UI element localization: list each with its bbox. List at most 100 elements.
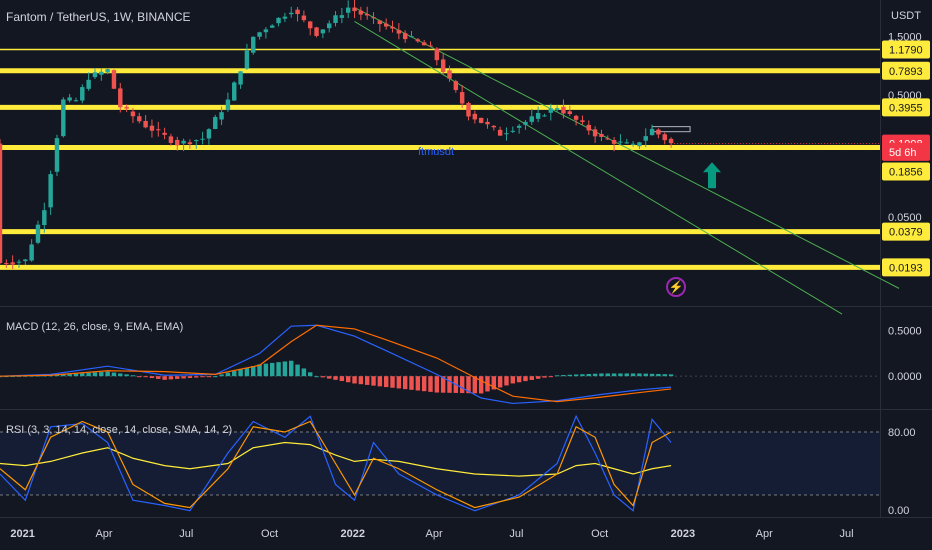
candle-body xyxy=(143,120,148,128)
candle-body xyxy=(611,140,617,144)
candle-body xyxy=(29,244,34,261)
macd-histogram-bar xyxy=(409,376,414,390)
macd-histogram-bar xyxy=(137,376,142,378)
candle-body xyxy=(352,7,357,12)
macd-histogram-bar xyxy=(143,376,148,378)
candle-body xyxy=(656,129,661,135)
macd-histogram-bar xyxy=(415,376,421,391)
macd-histogram-bar xyxy=(92,372,98,377)
macd-histogram-bar xyxy=(301,368,307,377)
channel-line-upper xyxy=(354,7,900,289)
macd-histogram-bar xyxy=(618,373,623,377)
macd-histogram-bar xyxy=(383,376,389,388)
candle-body xyxy=(263,29,269,33)
macd-histogram-bar xyxy=(364,376,370,385)
flash-icon[interactable]: ⚡ xyxy=(666,277,686,297)
candle-body xyxy=(491,125,497,128)
macd-histogram-bar xyxy=(586,373,591,377)
rsi-tick-label: 80.00 xyxy=(888,427,916,439)
macd-histogram-bar xyxy=(643,373,648,377)
candle-body xyxy=(371,17,376,19)
candle-body xyxy=(459,92,465,104)
candle-body xyxy=(187,142,193,145)
candle-body xyxy=(67,97,72,101)
candle-body xyxy=(86,79,91,89)
candle-body xyxy=(48,174,53,208)
price-tag-label: 0.3955 xyxy=(889,102,923,114)
candle-body xyxy=(61,99,66,137)
macd-histogram-bar xyxy=(377,376,383,387)
candle-body xyxy=(301,15,307,21)
macd-histogram-bar xyxy=(402,376,408,390)
macd-histogram-bar xyxy=(504,376,509,386)
candle-body xyxy=(542,115,547,117)
candle-body xyxy=(472,113,478,120)
macd-label[interactable]: MACD (12, 26, close, 9, EMA, EMA) xyxy=(6,321,184,333)
price-tag-label: 0.0379 xyxy=(889,227,923,239)
candle-body xyxy=(314,27,319,36)
price-tag-bg xyxy=(882,142,930,161)
macd-histogram-bar xyxy=(67,374,72,377)
macd-histogram-bar xyxy=(466,376,471,394)
candle-body xyxy=(225,99,231,111)
candle-body xyxy=(516,125,522,128)
candle-body xyxy=(80,87,85,101)
candle-body xyxy=(326,23,332,29)
candle-body xyxy=(162,132,167,135)
macd-histogram-bar xyxy=(440,376,446,393)
price-tag-bg xyxy=(882,98,930,117)
candle-body xyxy=(466,102,471,117)
candle-body xyxy=(333,15,338,24)
candle-body xyxy=(409,36,414,38)
candle-body xyxy=(497,129,503,136)
macd-histogram-bar xyxy=(542,376,547,378)
rsi-label[interactable]: RSI (3, 3, 14, 14, close, 14, close, SMA… xyxy=(6,424,233,436)
macd-histogram-bar xyxy=(510,376,516,384)
time-axis-label: 2022 xyxy=(340,528,364,540)
macd-histogram-bar xyxy=(548,376,554,378)
time-axis-label: Jul xyxy=(840,528,854,540)
macd-histogram-bar xyxy=(80,373,85,377)
price-tag-bg xyxy=(882,61,930,80)
candle-body xyxy=(105,69,110,73)
candle-body xyxy=(649,128,655,136)
macd-histogram-bar xyxy=(668,374,674,377)
macd-histogram-bar xyxy=(168,376,174,380)
macd-histogram-bar xyxy=(86,372,91,377)
macd-histogram-bar xyxy=(352,376,357,384)
candle-body xyxy=(447,70,452,79)
price-tag-label: 0.1856 xyxy=(889,166,923,178)
macd-histogram-bar xyxy=(434,376,440,393)
price-tag-label: 5d 6h xyxy=(889,147,917,159)
candle-body xyxy=(377,20,383,25)
candle-body xyxy=(35,224,41,243)
macd-tick-label: 0.5000 xyxy=(888,326,922,338)
candle-body xyxy=(232,82,237,101)
macd-histogram-bar xyxy=(554,375,560,377)
macd-histogram-bar xyxy=(219,374,224,377)
candle-body xyxy=(251,36,256,53)
macd-histogram-bar xyxy=(314,376,319,378)
candle-body xyxy=(630,143,636,145)
candle-body xyxy=(175,139,180,146)
macd-histogram-bar xyxy=(656,374,661,377)
time-axis-label: Oct xyxy=(261,528,278,540)
candle-body xyxy=(510,130,516,132)
candle-body xyxy=(54,138,60,172)
macd-histogram-bar xyxy=(345,376,351,383)
time-axis-label: Jul xyxy=(509,528,523,540)
macd-histogram-bar xyxy=(371,376,376,386)
macd-histogram-bar xyxy=(232,371,237,377)
macd-histogram-bar xyxy=(181,376,186,379)
candle-body xyxy=(181,140,186,144)
macd-histogram-bar xyxy=(421,376,427,392)
macd-histogram-bar xyxy=(523,376,528,382)
candle-body xyxy=(643,136,648,141)
candle-body xyxy=(561,106,566,114)
candle-body xyxy=(308,21,313,29)
macd-histogram-bar xyxy=(516,376,522,383)
candle-body xyxy=(415,39,421,42)
currency-label[interactable]: USDT xyxy=(891,10,921,22)
